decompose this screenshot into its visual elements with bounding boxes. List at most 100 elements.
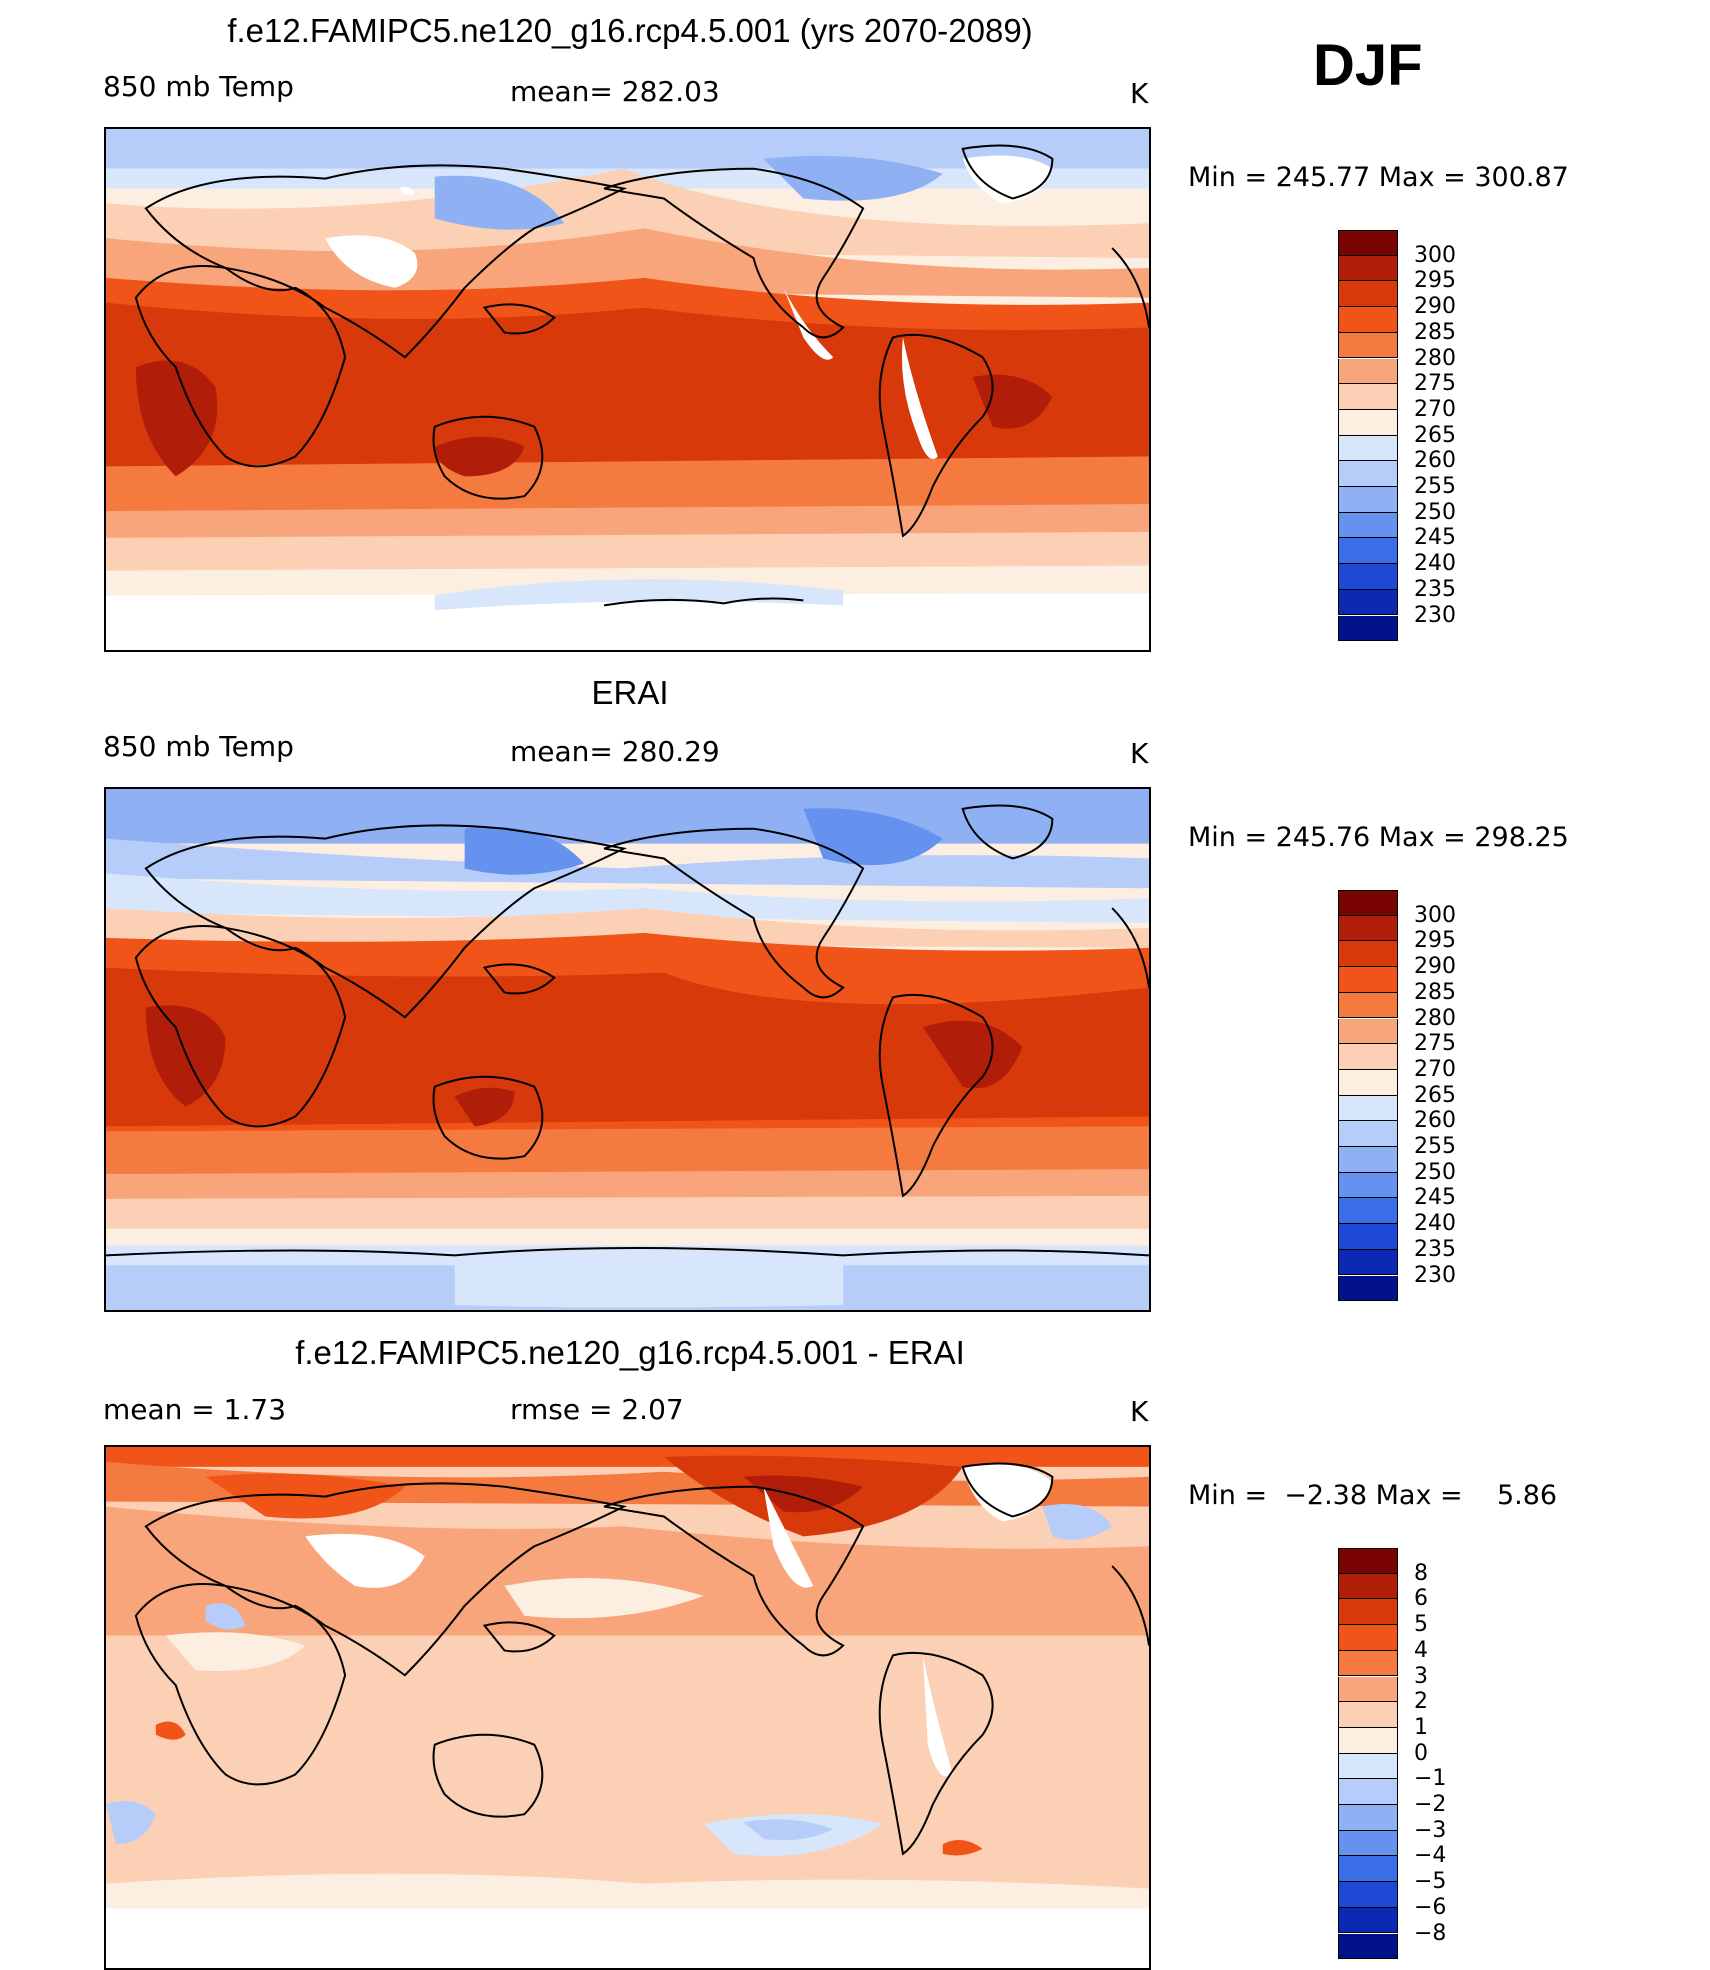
panel3-map [104,1445,1151,1970]
panel1-title: f.e12.FAMIPC5.ne120_g16.rcp4.5.001 (yrs … [227,12,1033,49]
colorbar-label: 240 [1414,1211,1456,1237]
colorbar-label: 260 [1414,1108,1456,1134]
panel2-mean-label: mean= 280.29 [510,735,720,768]
colorbar-swatch [1338,1805,1398,1831]
panel1-units-label: K [1130,77,1149,110]
colorbar-swatch [1338,1650,1398,1677]
colorbar-label: −2 [1414,1792,1447,1817]
colorbar-label: −3 [1414,1817,1447,1843]
colorbar-label: 1 [1414,1714,1428,1740]
colorbar-label: 295 [1414,268,1456,294]
colorbar-swatch [1338,1147,1398,1173]
panel3-mean-label: mean = 1.73 [103,1393,287,1426]
colorbar-label: 250 [1414,499,1456,525]
colorbar-swatch [1338,1753,1398,1780]
colorbar-label: 2 [1414,1689,1428,1715]
panel3-difference-field [106,1447,1149,1968]
colorbar-label: 4 [1414,1637,1428,1663]
colorbar-label: 300 [1414,242,1456,268]
colorbar-swatch [1338,538,1398,565]
colorbar-swatch [1338,615,1398,642]
colorbar-label: 285 [1414,319,1456,345]
colorbar-label: 300 [1414,902,1456,928]
colorbar-label: 275 [1414,371,1456,397]
panel2-min-max: Min = 245.76 Max = 298.25 [1188,822,1569,853]
colorbar-swatch [1338,1676,1398,1703]
colorbar-label: 5 [1414,1612,1428,1638]
colorbar-swatch [1338,461,1398,487]
colorbar-swatch [1338,1275,1398,1302]
colorbar-label: 6 [1414,1586,1428,1612]
colorbar-swatch [1338,1573,1398,1600]
colorbar-label: −6 [1414,1894,1447,1920]
panel2-map [104,787,1151,1312]
colorbar-swatch [1338,281,1398,308]
colorbar-label: 280 [1414,1005,1456,1031]
colorbar-swatch [1338,255,1398,282]
panel2-title: ERAI [591,674,669,711]
colorbar-swatch [1338,890,1398,916]
colorbar-label: −1 [1414,1766,1447,1792]
colorbar-swatch [1338,1121,1398,1147]
colorbar-label: 8 [1414,1560,1428,1586]
panel3-min-max: Min = −2.38 Max = 5.86 [1188,1480,1558,1511]
colorbar-swatch [1338,1172,1398,1199]
colorbar-label: 245 [1414,525,1456,551]
panel3-units-label: K [1130,1395,1149,1428]
colorbar-label: 275 [1414,1031,1456,1057]
colorbar-swatch [1338,1198,1398,1225]
colorbar-swatch [1338,915,1398,942]
colorbar-label: −5 [1414,1869,1447,1895]
colorbar-swatch [1338,1548,1398,1574]
colorbar-swatch [1338,1018,1398,1045]
panel3-title: f.e12.FAMIPC5.ne120_g16.rcp4.5.001 - ERA… [295,1334,965,1371]
colorbar-label: 250 [1414,1159,1456,1185]
colorbar-label: 270 [1414,396,1456,422]
colorbar-swatch [1338,358,1398,385]
colorbar-swatch [1338,941,1398,968]
colorbar-swatch [1338,384,1398,410]
colorbar-label: 0 [1414,1740,1428,1766]
colorbar-label: 230 [1414,602,1456,628]
colorbar-swatch [1338,409,1398,436]
colorbar-label: 235 [1414,576,1456,602]
panel3-rmse-label: rmse = 2.07 [510,1393,684,1426]
colorbar-label: 260 [1414,448,1456,474]
panel2-units-label: K [1130,737,1149,770]
colorbar-label: 265 [1414,422,1456,448]
colorbar-label: 240 [1414,551,1456,577]
colorbar-swatch [1338,1779,1398,1805]
colorbar-label: 255 [1414,474,1456,499]
colorbar-label: −8 [1414,1920,1447,1946]
colorbar-swatch [1338,1224,1398,1250]
panel1-variable-label: 850 mb Temp [103,70,294,103]
colorbar-label: 290 [1414,954,1456,980]
colorbar-swatch [1338,1599,1398,1626]
colorbar-label: 235 [1414,1236,1456,1262]
colorbar-label: −4 [1414,1843,1447,1869]
colorbar-swatch [1338,1702,1398,1728]
panel1-temperature-field [106,129,1149,650]
panel2-variable-label: 850 mb Temp [103,730,294,763]
colorbar-swatch [1338,1249,1398,1276]
colorbar-label: 265 [1414,1082,1456,1108]
panel1-min-max: Min = 245.77 Max = 300.87 [1188,162,1569,193]
colorbar-label: 245 [1414,1185,1456,1211]
colorbar-swatch [1338,230,1398,256]
colorbar-label: 255 [1414,1134,1456,1159]
panel1-map [104,127,1151,652]
colorbar-swatch [1338,487,1398,513]
colorbar-label: 285 [1414,979,1456,1005]
colorbar-swatch [1338,1044,1398,1070]
colorbar-label: 280 [1414,345,1456,371]
colorbar-swatch [1338,1882,1398,1908]
colorbar-swatch [1338,512,1398,539]
colorbar-swatch [1338,332,1398,359]
colorbar-swatch [1338,992,1398,1019]
colorbar-swatch [1338,1069,1398,1096]
colorbar-swatch [1338,435,1398,462]
colorbar-swatch [1338,1727,1398,1754]
colorbar-swatch [1338,1095,1398,1122]
colorbar-swatch [1338,1933,1398,1960]
panel1-mean-label: mean= 282.03 [510,75,720,108]
